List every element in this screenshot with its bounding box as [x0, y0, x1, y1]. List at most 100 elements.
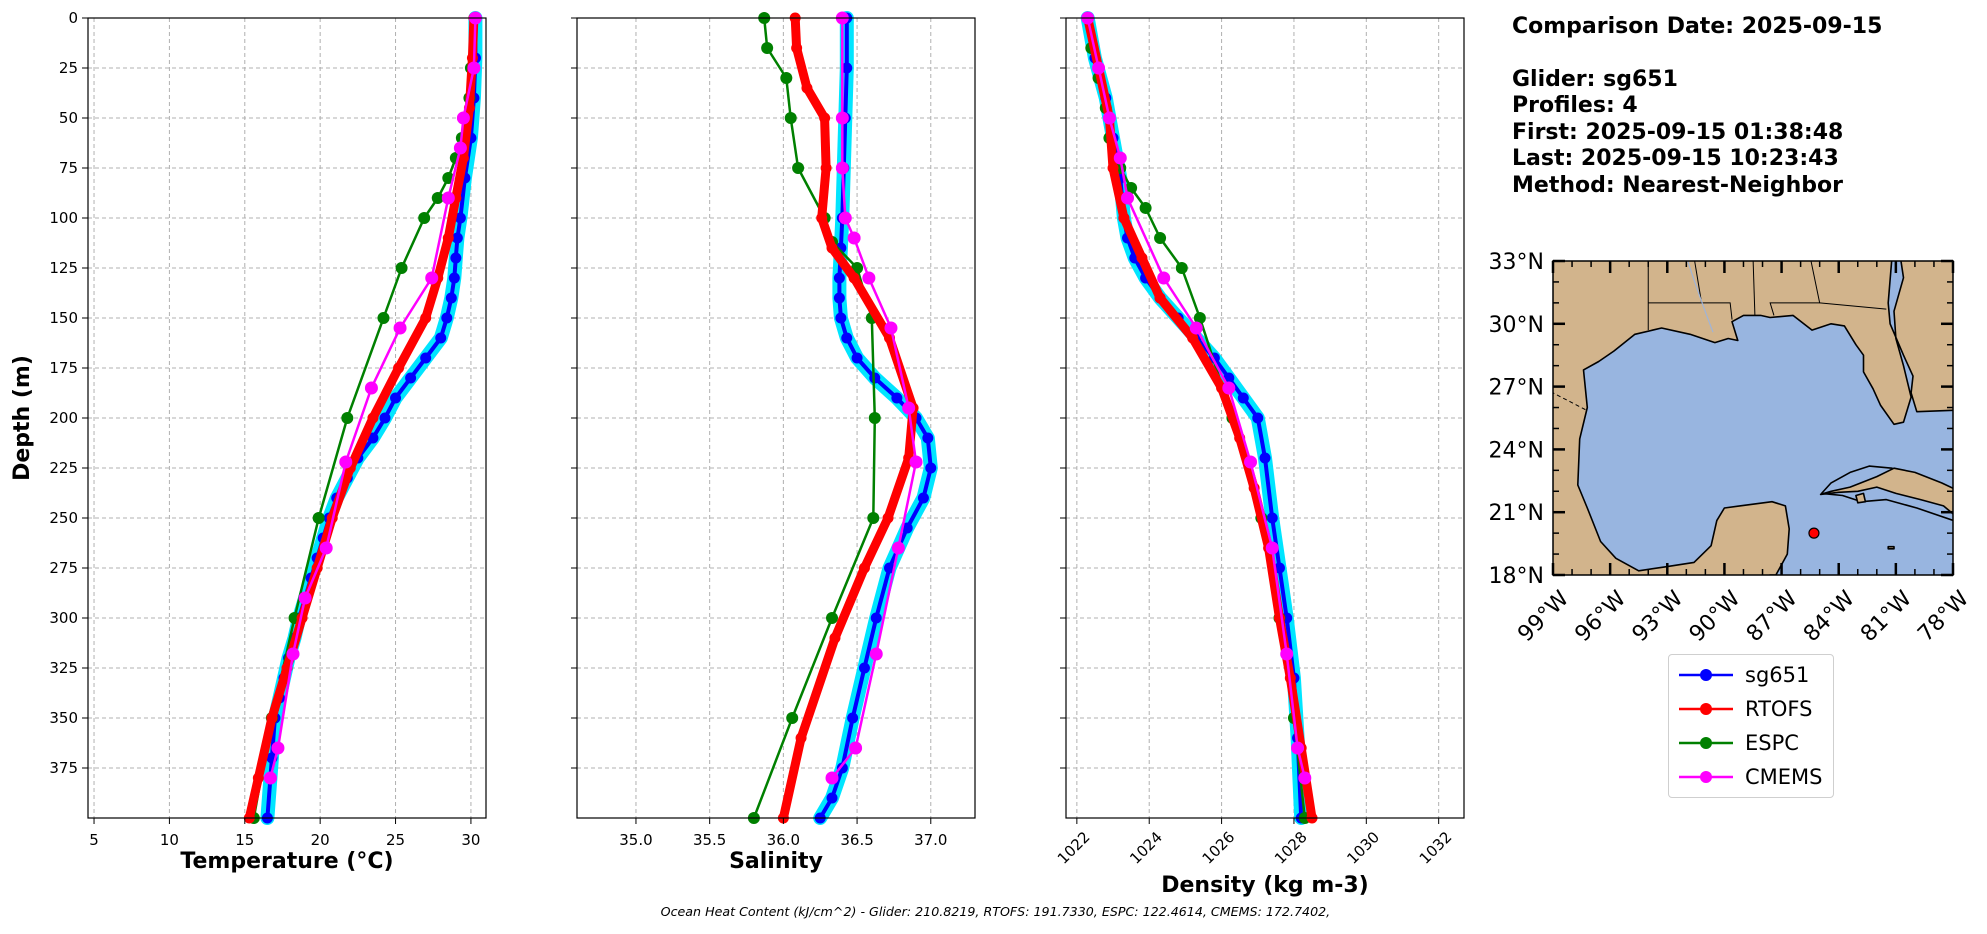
point-CMEMS	[456, 111, 470, 125]
point-CMEMS	[1291, 741, 1305, 755]
x-axis-label: Density (kg m-3)	[1161, 873, 1369, 898]
point-sg651	[441, 312, 453, 324]
x-tick-label: 35.5	[693, 831, 726, 849]
point-ESPC	[867, 512, 880, 524]
y-tick-label: 275	[49, 559, 78, 577]
point-CMEMS	[286, 647, 300, 661]
point-RTOFS	[442, 232, 454, 244]
x-tick-label: 36.0	[767, 831, 800, 849]
point-CMEMS	[1265, 541, 1279, 555]
point-sg651	[445, 292, 457, 304]
point-sg651	[925, 462, 937, 474]
point-sg651	[390, 392, 402, 404]
first-time: First: 2025-09-15 01:38:48	[1512, 119, 1844, 145]
point-CMEMS	[1102, 111, 1116, 125]
point-ESPC	[1139, 202, 1152, 214]
point-RTOFS	[393, 362, 405, 374]
point-ESPC	[395, 262, 408, 274]
point-CMEMS	[1113, 151, 1127, 165]
point-sg651	[851, 352, 863, 364]
point-sg651	[917, 492, 929, 504]
point-RTOFS	[848, 272, 860, 284]
point-CMEMS	[862, 271, 876, 285]
legend-item-rtofs: RTOFS	[1669, 692, 1833, 726]
point-CMEMS	[271, 741, 285, 755]
density-panel: 1022 1024 1026 1028 1030 1032 Density (kg m-3)	[1054, 11, 1465, 898]
map-lat-label: 30°N	[1489, 313, 1544, 338]
point-CMEMS	[902, 401, 916, 415]
legend-symbol	[1679, 669, 1733, 681]
point-CMEMS	[884, 321, 898, 335]
map-lon-label: 99°W	[1513, 586, 1574, 647]
map-lon-label: 96°W	[1571, 586, 1632, 647]
isla-juventud-land	[1855, 492, 1867, 504]
point-ESPC	[1125, 182, 1138, 194]
y-tick-label: 225	[49, 459, 78, 477]
ohc-caption: Ocean Heat Content (kJ/cm^2) - Glider: 2…	[660, 904, 1331, 920]
point-CMEMS	[263, 771, 277, 785]
point-RTOFS	[795, 732, 807, 744]
point-CMEMS	[838, 211, 852, 225]
point-RTOFS	[1118, 212, 1130, 224]
map-body	[1553, 261, 1953, 575]
point-RTOFS	[1187, 332, 1199, 344]
state-border-4	[1819, 302, 1887, 310]
point-sg651	[454, 212, 466, 224]
river	[1687, 261, 1714, 333]
point-sg651	[835, 312, 847, 324]
point-ESPC	[826, 612, 839, 624]
x-axis-label: Temperature (°C)	[180, 849, 393, 874]
map-frame	[1552, 260, 1954, 576]
point-CMEMS	[847, 231, 861, 245]
x-tick-label: 1030	[1343, 828, 1383, 868]
x-tick-label: 5	[89, 831, 99, 849]
map-lon-label: 93°W	[1628, 586, 1689, 647]
x-tick-label: 30	[461, 831, 480, 849]
point-CMEMS	[319, 541, 333, 555]
legend-marker	[1700, 737, 1712, 749]
legend-item-espc: ESPC	[1669, 726, 1833, 760]
y-tick-label: 0	[68, 9, 78, 27]
point-sg651	[1252, 412, 1264, 424]
point-ESPC	[784, 112, 797, 124]
point-ESPC	[1154, 232, 1167, 244]
state-border-3	[1769, 261, 1821, 316]
point-RTOFS	[829, 632, 841, 644]
map-lat-label: 27°N	[1489, 376, 1544, 401]
point-CMEMS	[835, 161, 849, 175]
point-sg651	[891, 392, 903, 404]
point-ESPC	[418, 212, 431, 224]
y-tick-label: 125	[49, 259, 78, 277]
legend-symbol	[1679, 703, 1733, 715]
legend-item-cmems: CMEMS	[1669, 760, 1833, 794]
y-tick-label: 100	[49, 209, 78, 227]
x-axis-label: Salinity	[729, 849, 823, 874]
y-tick-label: 325	[49, 659, 78, 677]
location-map: 33°N 30°N 27°N 24°N 21°N 18°N99°W96°W93°W90°W…	[1489, 250, 1975, 647]
point-CMEMS	[393, 321, 407, 335]
point-CMEMS	[453, 141, 467, 155]
point-RTOFS	[420, 312, 432, 324]
legend-label: ESPC	[1745, 731, 1799, 755]
y-tick-label: 300	[49, 609, 78, 627]
state-border-1	[1694, 261, 1733, 320]
point-ESPC	[786, 712, 799, 724]
legend-label: RTOFS	[1745, 697, 1813, 721]
point-CMEMS	[1189, 321, 1203, 335]
point-CMEMS	[425, 271, 439, 285]
y-tick-label: 175	[49, 359, 78, 377]
method: Method: Nearest-Neighbor	[1512, 172, 1843, 198]
y-tick-label: 375	[49, 759, 78, 777]
point-RTOFS	[791, 42, 803, 54]
point-CMEMS	[849, 741, 863, 755]
point-sg651	[884, 562, 896, 574]
point-RTOFS	[457, 152, 469, 164]
cayman-land	[1887, 545, 1895, 550]
point-CMEMS	[825, 771, 839, 785]
x-tick-label: 1032	[1416, 828, 1456, 868]
series-ESPC-line	[752, 16, 877, 820]
us-mexico-border	[1553, 392, 1586, 411]
map-lat-label: 24°N	[1489, 438, 1544, 463]
point-CMEMS	[891, 541, 905, 555]
point-sg651	[826, 792, 838, 804]
